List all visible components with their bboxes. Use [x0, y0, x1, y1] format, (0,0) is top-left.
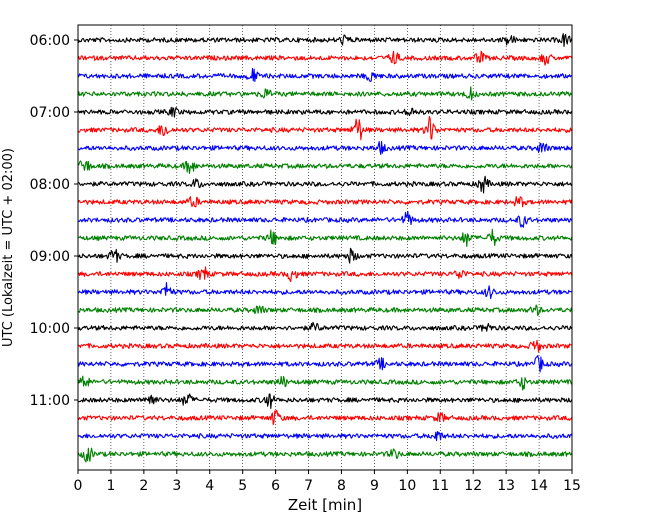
trace-0745 [77, 160, 573, 175]
trace-0915 [77, 266, 573, 283]
x-tick-label: 12 [464, 478, 482, 494]
trace-0900 [77, 247, 573, 264]
seismogram-traces [77, 33, 573, 463]
trace-0700 [77, 106, 573, 118]
trace-1130 [77, 431, 573, 442]
y-axis: 06:00 07:00 08:00 09:00 10:00 11:00 [30, 33, 78, 409]
trace-1145 [77, 447, 573, 463]
x-tick-label: 5 [238, 478, 247, 494]
y-tick-label: 06:00 [30, 33, 70, 49]
trace-1100 [77, 393, 573, 410]
x-tick-label: 2 [139, 478, 148, 494]
trace-1015 [77, 339, 573, 353]
y-axis-label: UTC (Lokalzeit = UTC + 02:00) [1, 148, 16, 347]
trace-0645 [77, 86, 573, 101]
x-tick-label: 1 [106, 478, 115, 494]
trace-1045 [77, 375, 573, 391]
y-tick-label: 09:00 [30, 249, 70, 265]
x-tick-label: 14 [530, 478, 548, 494]
trace-0715 [77, 115, 573, 141]
trace-0630 [77, 67, 573, 83]
x-tick-label: 11 [431, 478, 449, 494]
y-tick-label: 10:00 [30, 321, 70, 337]
x-tick-label: 7 [304, 478, 313, 494]
x-tick-label: 0 [74, 478, 83, 494]
trace-1115 [77, 409, 573, 426]
plot-frame [77, 24, 573, 471]
x-axis-label: Zeit [min] [288, 496, 362, 514]
trace-0845 [77, 228, 573, 247]
trace-0930 [77, 281, 573, 300]
y-tick-label: 11:00 [30, 393, 70, 409]
x-tick-label: 4 [205, 478, 214, 494]
y-tick-label: 08:00 [30, 177, 70, 193]
grid-lines [110, 25, 540, 470]
x-tick-label: 9 [370, 478, 379, 494]
y-tick-label: 07:00 [30, 105, 70, 121]
x-tick-label: 13 [497, 478, 515, 494]
x-tick-label: 8 [337, 478, 346, 494]
trace-1000 [77, 321, 573, 332]
trace-0945 [77, 304, 573, 317]
trace-0730 [77, 140, 573, 156]
x-tick-label: 10 [398, 478, 416, 494]
x-tick-label: 6 [271, 478, 280, 494]
trace-1030 [77, 355, 573, 373]
trace-0800 [77, 175, 573, 194]
trace-0615 [77, 50, 573, 66]
trace-0830 [77, 211, 573, 228]
x-tick-label: 15 [563, 478, 581, 494]
x-axis: 0 1 2 3 4 5 6 7 8 9 10 11 12 13 14 15 [74, 470, 581, 494]
x-tick-label: 3 [172, 478, 181, 494]
trace-0815 [77, 196, 573, 208]
trace-0600 [77, 33, 573, 48]
